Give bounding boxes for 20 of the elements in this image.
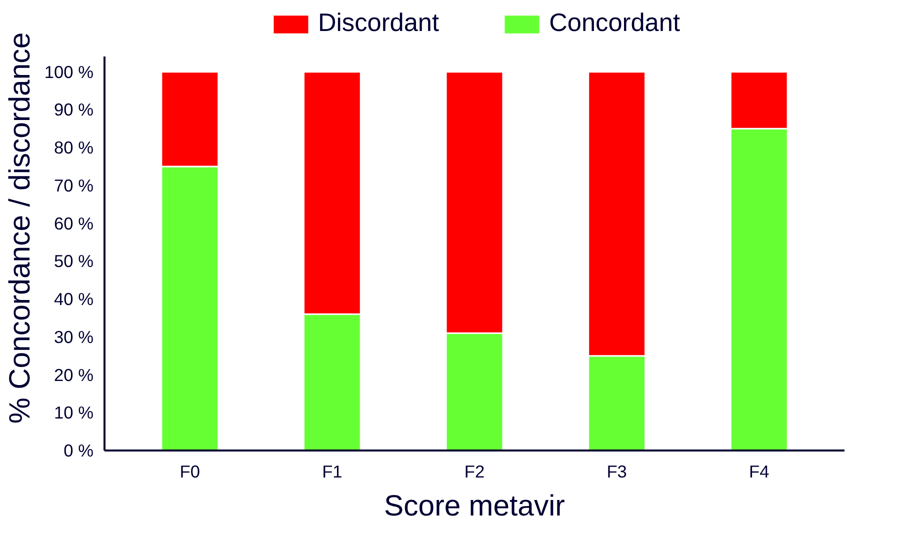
y-tick-label: 90 % bbox=[54, 100, 94, 120]
y-tick-label: 40 % bbox=[54, 289, 94, 310]
y-tick-label: 80 % bbox=[54, 138, 94, 158]
y-tick-label: 10 % bbox=[54, 402, 94, 423]
legend-label: Discordant bbox=[318, 9, 440, 38]
y-tick-label: 0 % bbox=[64, 440, 94, 460]
y-tick-label: 60 % bbox=[54, 213, 94, 234]
legend-label: Concordant bbox=[549, 9, 680, 38]
x-tick-label: F0 bbox=[180, 462, 200, 482]
y-tick-label: 50 % bbox=[54, 251, 94, 272]
x-tick-label: F3 bbox=[606, 462, 627, 482]
x-tick-label: F1 bbox=[322, 462, 342, 482]
y-tick-label: 30 % bbox=[54, 326, 94, 347]
y-axis-title: % Concordance / discordance bbox=[3, 32, 36, 424]
x-axis-title: Score metavir bbox=[384, 490, 566, 522]
y-tick-label: 20 % bbox=[54, 364, 94, 385]
y-tick-label: 100 % bbox=[44, 62, 94, 82]
x-tick-label: F4 bbox=[749, 462, 770, 482]
x-tick-label: F2 bbox=[464, 462, 485, 482]
y-tick-label: 70 % bbox=[54, 175, 94, 196]
